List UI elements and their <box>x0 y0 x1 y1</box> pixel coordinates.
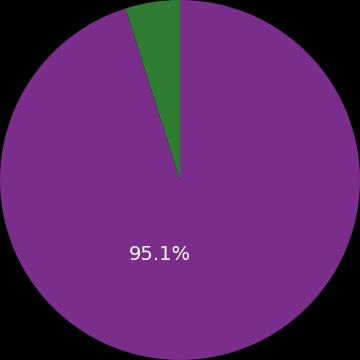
Text: 95.1%: 95.1% <box>129 246 190 265</box>
Wedge shape <box>125 0 180 180</box>
